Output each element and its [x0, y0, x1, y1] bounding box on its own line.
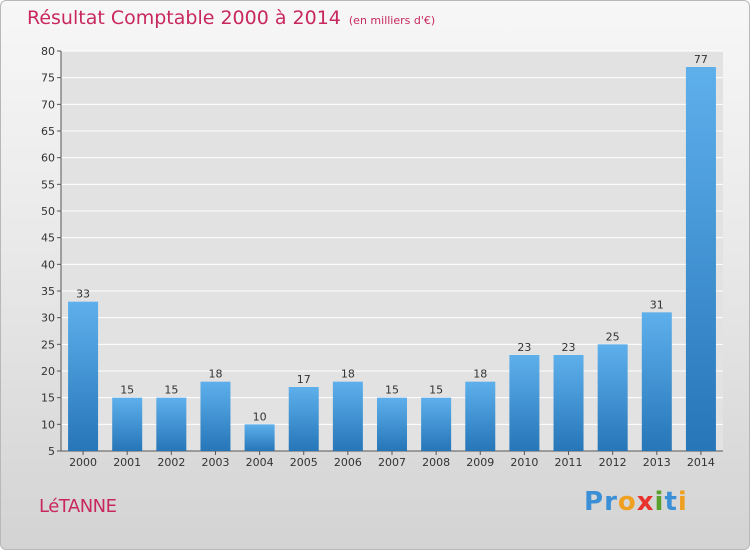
- logo-letter: o: [617, 487, 637, 517]
- bar: [377, 397, 407, 451]
- bar-value-label: 15: [120, 384, 134, 397]
- x-tick-label: 2000: [69, 456, 97, 469]
- bar-value-label: 25: [606, 330, 620, 343]
- x-tick-label: 2008: [422, 456, 450, 469]
- y-tick-label: 30: [41, 312, 55, 325]
- x-tick-label: 2011: [555, 456, 583, 469]
- y-tick-label: 60: [41, 152, 55, 165]
- bar: [509, 355, 540, 451]
- chart-title-unit: (en milliers d'€): [348, 14, 436, 27]
- y-tick-label: 25: [41, 338, 55, 351]
- bar: [641, 312, 672, 451]
- logo-letter: i: [654, 487, 665, 517]
- bar-value-label: 18: [473, 368, 487, 381]
- y-tick-label: 50: [41, 205, 55, 218]
- y-tick-label: 40: [41, 258, 55, 271]
- x-tick-label: 2004: [246, 456, 274, 469]
- bar-value-label: 18: [341, 368, 355, 381]
- chart-title: Résultat Comptable 2000 à 2014 (en millie…: [27, 7, 435, 29]
- bar: [553, 355, 584, 451]
- bar: [421, 397, 452, 451]
- x-tick-label: 2005: [290, 456, 318, 469]
- x-tick-label: 2007: [378, 456, 406, 469]
- x-tick-label: 2003: [201, 456, 229, 469]
- bar-value-label: 15: [164, 384, 178, 397]
- bar-value-label: 23: [517, 341, 531, 354]
- bar: [685, 67, 716, 451]
- logo-letter: P: [584, 487, 605, 517]
- bar-value-label: 18: [208, 368, 222, 381]
- bar: [68, 301, 99, 451]
- bar: [332, 381, 363, 451]
- bar: [112, 397, 143, 451]
- y-tick-label: 5: [48, 445, 55, 458]
- bar-value-label: 15: [385, 384, 399, 397]
- proxiti-logo: Proxiti: [584, 487, 688, 517]
- bar: [156, 397, 187, 451]
- logo-letter: t: [664, 487, 678, 517]
- y-tick-label: 15: [41, 392, 55, 405]
- logo-letter: r: [604, 487, 618, 517]
- x-tick-label: 2014: [687, 456, 715, 469]
- commune-name: LéTANNE: [39, 496, 117, 517]
- bar-value-label: 17: [297, 373, 311, 386]
- y-tick-label: 65: [41, 125, 55, 138]
- y-tick-label: 10: [41, 418, 55, 431]
- bar-value-label: 31: [650, 298, 664, 311]
- y-tick-label: 20: [41, 365, 55, 378]
- bar-value-label: 10: [253, 410, 267, 423]
- x-tick-label: 2012: [599, 456, 627, 469]
- bar-value-label: 33: [76, 288, 90, 301]
- chart-title-main: Résultat Comptable 2000 à 2014: [27, 7, 341, 29]
- bar-value-label: 15: [429, 384, 443, 397]
- logo-letter: i: [677, 487, 688, 517]
- x-tick-label: 2009: [466, 456, 494, 469]
- bar: [288, 387, 319, 451]
- bar: [244, 424, 275, 451]
- bar: [597, 344, 628, 451]
- y-tick-label: 80: [41, 45, 55, 58]
- x-tick-label: 2001: [113, 456, 141, 469]
- x-tick-label: 2002: [157, 456, 185, 469]
- y-tick-label: 70: [41, 98, 55, 111]
- y-tick-label: 75: [41, 72, 55, 85]
- logo-letter: x: [636, 487, 655, 517]
- bar-value-label: 23: [562, 341, 576, 354]
- bar: [200, 381, 231, 451]
- bar: [465, 381, 496, 451]
- x-tick-label: 2006: [334, 456, 362, 469]
- y-tick-label: 55: [41, 178, 55, 191]
- y-tick-label: 45: [41, 232, 55, 245]
- x-tick-label: 2010: [510, 456, 538, 469]
- y-tick-label: 35: [41, 285, 55, 298]
- x-tick-label: 2013: [643, 456, 671, 469]
- bar-value-label: 77: [694, 53, 708, 66]
